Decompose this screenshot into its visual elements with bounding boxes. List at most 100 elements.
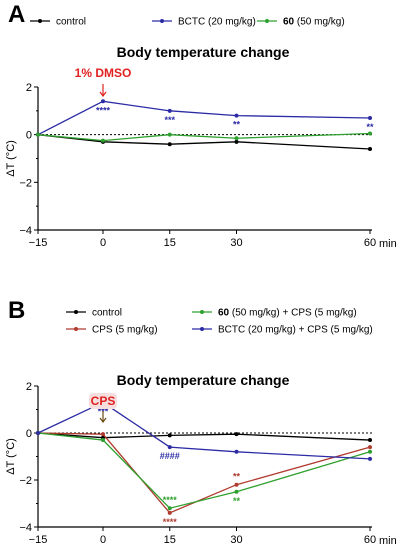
data-point	[167, 510, 172, 515]
y-tick-label: −2	[19, 177, 32, 189]
legend-label: BCTC (20 mg/kg) + CPS (5 mg/kg)	[218, 325, 373, 336]
series-line	[37, 401, 371, 460]
data-point	[101, 99, 105, 104]
data-point	[368, 445, 372, 450]
legend-entry: control	[66, 308, 122, 319]
series-line	[37, 432, 371, 514]
x-tick-label: 30	[230, 534, 242, 546]
legend-label-text: BCTC (20 mg/kg)	[178, 17, 256, 28]
legend-label-bold: 60	[218, 308, 230, 319]
y-tick-label: 2	[26, 381, 32, 393]
significance-marker: ****	[163, 517, 178, 527]
legend-label-text: CPS (5 mg/kg)	[92, 325, 158, 336]
legend-label-text: BCTC (20 mg/kg) + CPS (5 mg/kg)	[218, 325, 373, 336]
data-point	[368, 115, 372, 120]
annotation-label: 1% DMSO	[75, 66, 132, 80]
data-point	[101, 138, 105, 143]
panel-a: A control BCTC (20 mg/kg) 60 (50 mg/kg) Bo…	[5, 1, 397, 250]
data-point	[368, 131, 372, 136]
legend-label: control	[56, 17, 86, 28]
legend-label-text: control	[56, 17, 86, 28]
legend-label: control	[92, 308, 122, 319]
legend-entry: 60 (50 mg/kg) + CPS (5 mg/kg)	[192, 308, 357, 319]
significance-marker: **	[233, 472, 241, 482]
legend-swatch-marker	[74, 327, 78, 331]
panel-b: B control CPS (5 mg/kg) 60 (50 mg/kg) + CP…	[5, 297, 397, 547]
data-point	[234, 432, 239, 437]
significance-marker: **	[366, 122, 374, 132]
panel-a-letter: A	[8, 1, 25, 28]
legend-label: BCTC (20 mg/kg)	[178, 17, 256, 28]
x-tick-label: −15	[29, 534, 48, 546]
data-point	[234, 139, 239, 144]
legend-swatch-marker	[38, 19, 42, 23]
series-3	[36, 400, 372, 461]
legend-swatch-marker	[265, 19, 269, 23]
legend-label-text: (50 mg/kg) + CPS (5 mg/kg)	[229, 308, 357, 319]
data-point	[234, 449, 239, 454]
annotation-label: CPS	[91, 394, 116, 408]
legend-swatch-marker	[160, 19, 164, 23]
y-tick-label: −4	[19, 225, 32, 237]
data-point	[234, 482, 239, 487]
data-point	[101, 438, 105, 443]
data-point	[167, 433, 172, 438]
legend-entry: 60 (50 mg/kg)	[257, 17, 345, 28]
y-tick-label: 0	[26, 428, 32, 440]
series-1	[36, 431, 372, 515]
data-point	[368, 456, 372, 461]
data-point	[101, 432, 105, 437]
legend-entry: BCTC (20 mg/kg)	[152, 17, 256, 28]
legend-entry: control	[30, 17, 86, 28]
data-point	[368, 146, 372, 151]
annotation-arrow-head	[99, 417, 107, 423]
legend-label-text: control	[92, 308, 122, 319]
x-tick-label: 30	[230, 237, 242, 249]
significance-marker: ****	[163, 495, 178, 505]
data-point	[36, 132, 40, 137]
series-2	[36, 131, 372, 143]
y-axis-label: ΔT (°C)	[5, 438, 17, 475]
data-point	[36, 431, 40, 435]
panel-b-letter: B	[8, 297, 25, 324]
annotation-arrow-head	[99, 91, 107, 97]
x-tick-label: −15	[29, 237, 48, 249]
annotation-highlight	[89, 393, 117, 409]
x-unit-label: min	[379, 238, 397, 250]
legend-entry: CPS (5 mg/kg)	[66, 325, 158, 336]
x-tick-label: 15	[164, 237, 176, 249]
data-point	[368, 438, 372, 443]
y-tick-label: 0	[26, 130, 32, 142]
series-line	[37, 100, 371, 136]
significance-marker: ***	[164, 115, 175, 125]
legend-label: 60 (50 mg/kg) + CPS (5 mg/kg)	[218, 308, 357, 319]
x-tick-label: 0	[100, 237, 106, 249]
y-tick-label: 2	[26, 82, 32, 94]
x-unit-label: min	[379, 535, 397, 547]
legend-swatch-marker	[74, 310, 78, 314]
data-point	[167, 506, 172, 511]
x-tick-label: 60	[364, 534, 376, 546]
data-point	[167, 445, 172, 450]
x-tick-label: 15	[164, 534, 176, 546]
data-point	[234, 113, 239, 118]
legend-label: CPS (5 mg/kg)	[92, 325, 158, 336]
x-tick-label: 0	[100, 534, 106, 546]
significance-marker: **	[233, 120, 241, 130]
y-tick-label: −2	[19, 475, 32, 487]
panel-a-legend: control BCTC (20 mg/kg) 60 (50 mg/kg)	[30, 17, 345, 28]
legend-label-bold: 60	[283, 17, 295, 28]
legend-label: 60 (50 mg/kg)	[283, 17, 345, 28]
y-axis-label: ΔT (°C)	[5, 140, 17, 177]
data-point	[167, 132, 172, 137]
data-point	[234, 136, 239, 141]
panel-b-title: Body temperature change	[117, 372, 290, 388]
legend-label-text: (50 mg/kg)	[294, 17, 345, 28]
series-line	[37, 432, 371, 509]
data-point	[167, 108, 172, 113]
legend-entry: BCTC (20 mg/kg) + CPS (5 mg/kg)	[192, 325, 373, 336]
series-1	[36, 99, 372, 137]
